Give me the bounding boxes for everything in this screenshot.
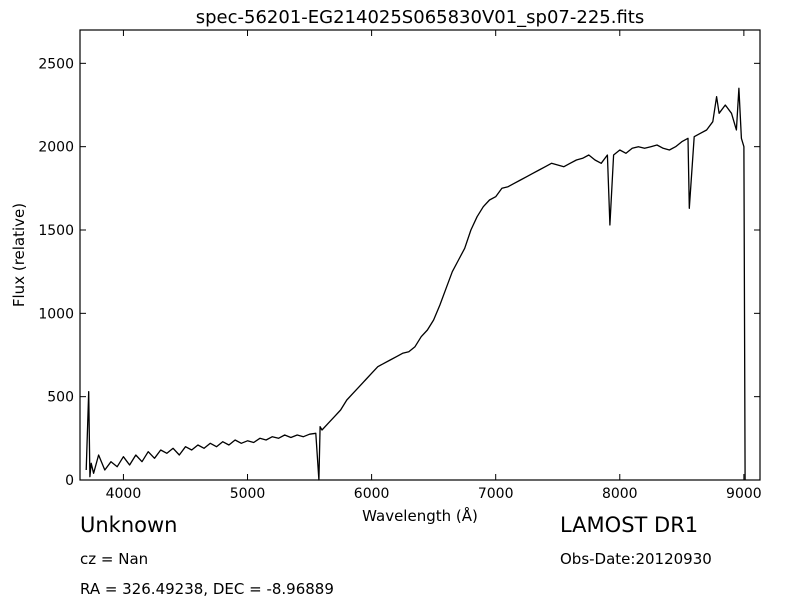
x-axis-label: Wavelength (Å) xyxy=(362,506,478,525)
chart-title: spec-56201-EG214025S065830V01_sp07-225.f… xyxy=(196,7,644,28)
x-tick-label: 4000 xyxy=(106,486,142,502)
y-tick-label: 2500 xyxy=(38,56,74,72)
survey-label: LAMOST DR1 xyxy=(560,513,699,537)
object-class-label: Unknown xyxy=(80,513,178,537)
x-axis-ticks: 4000 5000 6000 7000 8000 9000 xyxy=(106,30,762,502)
x-tick-label: 9000 xyxy=(726,486,762,502)
x-tick-label: 8000 xyxy=(602,486,638,502)
y-tick-label: 500 xyxy=(47,390,74,406)
obs-date-label: Obs-Date:20120930 xyxy=(560,550,712,568)
y-axis-ticks: 0 500 1000 1500 2000 2500 xyxy=(38,56,760,489)
coordinates-label: RA = 326.49238, DEC = -8.96889 xyxy=(80,580,334,598)
y-tick-label: 1000 xyxy=(38,306,74,322)
y-tick-label: 0 xyxy=(65,473,74,489)
y-tick-label: 1500 xyxy=(38,223,74,239)
plot-frame xyxy=(79,29,761,481)
spectrum-line xyxy=(85,87,746,481)
x-tick-label: 5000 xyxy=(230,486,266,502)
y-axis-label: Flux (relative) xyxy=(10,203,28,307)
redshift-label: cz = Nan xyxy=(80,550,149,568)
y-tick-label: 2000 xyxy=(38,140,74,156)
x-tick-label: 7000 xyxy=(478,486,514,502)
x-tick-label: 6000 xyxy=(354,486,390,502)
